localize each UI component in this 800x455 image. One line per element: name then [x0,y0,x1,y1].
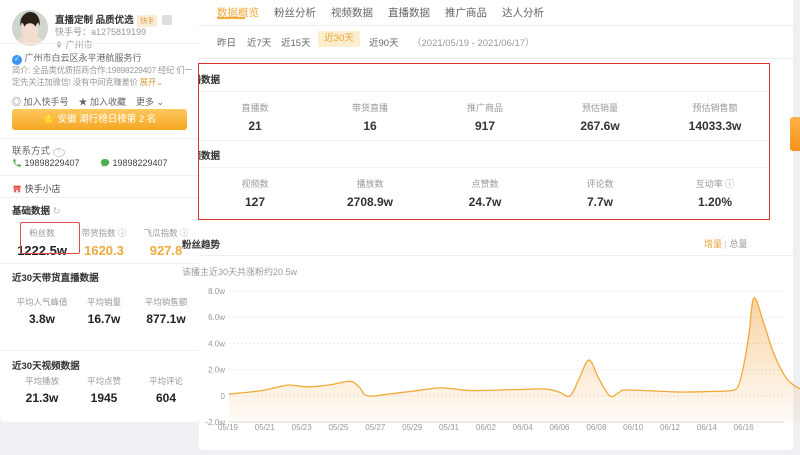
svg-text:06/04: 06/04 [513,423,534,430]
svg-text:06/12: 06/12 [660,423,681,430]
svg-text:8.0w: 8.0w [208,287,225,296]
svg-text:06/16: 06/16 [734,423,755,430]
svg-text:05/25: 05/25 [328,423,349,430]
svg-text:06/06: 06/06 [549,423,570,430]
svg-text:05/23: 05/23 [292,423,313,430]
svg-text:05/27: 05/27 [365,423,386,430]
svg-text:06/10: 06/10 [623,423,644,430]
svg-text:06/14: 06/14 [697,423,718,430]
svg-text:05/19: 05/19 [218,423,239,430]
svg-text:0: 0 [221,392,226,401]
svg-text:4.0w: 4.0w [208,339,225,348]
svg-text:06/02: 06/02 [476,423,497,430]
svg-text:05/31: 05/31 [439,423,460,430]
svg-text:05/29: 05/29 [402,423,423,430]
svg-text:2.0w: 2.0w [208,366,225,375]
svg-text:05/21: 05/21 [255,423,276,430]
svg-text:06/08: 06/08 [586,423,607,430]
svg-text:6.0w: 6.0w [208,313,225,322]
